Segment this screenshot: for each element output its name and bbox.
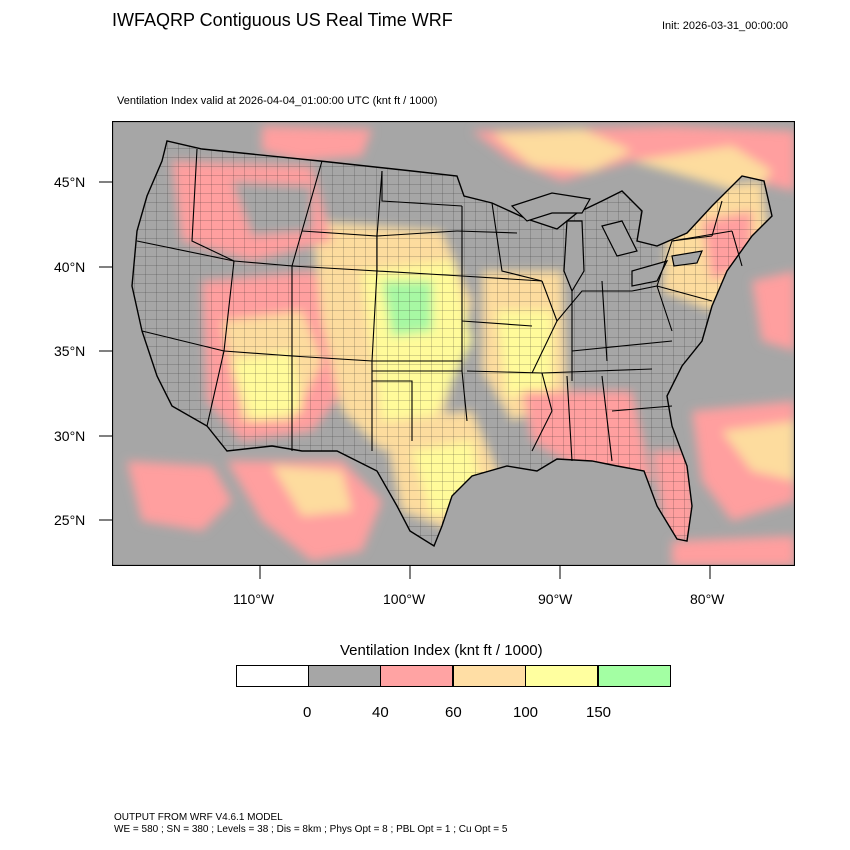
map-panel: [99, 120, 796, 579]
colorbar-bin-2: [380, 665, 453, 687]
colorbar-bin-5: [598, 665, 671, 687]
colorbar-title: Ventilation Index (knt ft / 1000): [340, 642, 543, 659]
colorbar-bin-4: [525, 665, 598, 687]
colorbar: [236, 665, 671, 687]
footer-config: WE = 580 ; SN = 380 ; Levels = 38 ; Dis …: [114, 824, 508, 835]
state-boundaries: [136, 148, 743, 462]
lat-label-45: 45°N: [54, 174, 86, 190]
colorbar-label-100: 100: [513, 704, 539, 721]
lat-label-40: 40°N: [54, 259, 86, 275]
footer-model: OUTPUT FROM WRF V4.6.1 MODEL: [114, 812, 283, 823]
init-time: Init: 2026-03-31_00:00:00: [662, 20, 788, 32]
lon-label-110: 110°W: [233, 591, 275, 607]
outside-field: [127, 126, 795, 566]
lon-label-100: 100°W: [383, 591, 426, 607]
colorbar-label-60: 60: [445, 704, 462, 721]
colorbar-bin-3: [453, 665, 526, 687]
colorbar-label-0: 0: [303, 704, 312, 721]
colorbar-label-40: 40: [372, 704, 389, 721]
map-border: [111, 120, 796, 567]
map-canvas: [99, 120, 796, 579]
map-subtitle: Ventilation Index valid at 2026-04-04_01…: [117, 95, 438, 107]
great-lakes: [510, 192, 703, 293]
lat-label-35: 35°N: [54, 343, 86, 359]
lat-label-30: 30°N: [54, 428, 86, 444]
colorbar-bin-1: [308, 665, 381, 687]
map-title: IWFAQRP Contiguous US Real Time WRF: [112, 10, 453, 30]
lat-label-25: 25°N: [54, 512, 86, 528]
colorbar-label-150: 150: [586, 704, 612, 721]
lon-label-80: 80°W: [690, 591, 725, 607]
lon-label-90: 90°W: [538, 591, 573, 607]
colorbar-bin-0: [236, 665, 309, 687]
